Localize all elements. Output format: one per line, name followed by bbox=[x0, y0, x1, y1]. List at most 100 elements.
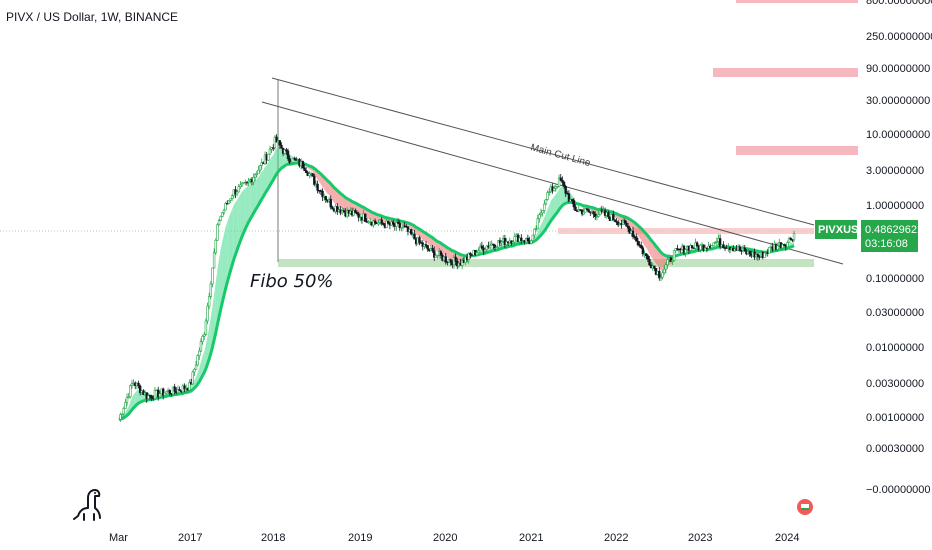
ribbon-segment bbox=[212, 294, 215, 348]
ribbon-segment bbox=[371, 212, 374, 221]
candle-body bbox=[526, 237, 530, 242]
candle-body bbox=[648, 259, 651, 266]
candle-body bbox=[505, 241, 508, 246]
candle-body bbox=[203, 334, 206, 337]
ribbon-segment bbox=[559, 187, 561, 210]
candle-body bbox=[454, 256, 457, 262]
lower-channel-line bbox=[261, 101, 844, 265]
candle-body bbox=[268, 149, 272, 155]
candle-body bbox=[240, 182, 244, 186]
candle-body bbox=[475, 252, 479, 256]
candle-body bbox=[176, 389, 180, 394]
candle-body bbox=[544, 199, 548, 205]
ribbon-segment bbox=[222, 234, 224, 303]
x-tick-label: 2017 bbox=[178, 532, 202, 544]
ribbon-segment bbox=[554, 194, 556, 217]
y-tick-label: 10.00000000 bbox=[866, 129, 930, 141]
candle-body bbox=[255, 173, 259, 176]
x-tick-label: 2020 bbox=[433, 532, 457, 544]
ribbon-segment bbox=[550, 198, 553, 221]
y-axis: 800.00000000 250.00000000 90.00000000 30.00… bbox=[866, 0, 932, 496]
candle-body bbox=[571, 199, 574, 201]
ribbon-segment bbox=[353, 202, 356, 212]
ribbon-segment bbox=[268, 159, 270, 189]
candle-body bbox=[626, 225, 630, 229]
candle-body bbox=[324, 196, 328, 201]
ribbon-segment bbox=[334, 187, 336, 204]
candle-body bbox=[293, 158, 296, 160]
candle-body bbox=[280, 144, 283, 149]
ribbon-segment bbox=[133, 392, 136, 408]
candle-body bbox=[285, 149, 288, 152]
ribbon-segment bbox=[337, 190, 339, 207]
ribbon-segment bbox=[347, 198, 349, 212]
candle-body bbox=[485, 245, 489, 250]
candle-body bbox=[582, 211, 585, 215]
candle-body bbox=[217, 220, 221, 226]
candle-body bbox=[125, 397, 129, 403]
ribbon-segment bbox=[269, 157, 272, 186]
candle-body bbox=[628, 227, 631, 234]
candle-body bbox=[283, 149, 286, 154]
x-tick-label: 2022 bbox=[604, 532, 628, 544]
candle-body bbox=[704, 247, 707, 251]
candle-body bbox=[391, 221, 395, 225]
ribbon-segment bbox=[445, 246, 448, 258]
candle-body bbox=[612, 214, 615, 221]
ribbon-segment bbox=[350, 200, 353, 213]
candle-body bbox=[387, 220, 390, 224]
candle-body bbox=[495, 246, 498, 249]
ribbon-segment bbox=[345, 197, 348, 211]
ribbon-segment bbox=[238, 194, 241, 246]
candle-body bbox=[644, 253, 648, 256]
candles bbox=[119, 134, 796, 422]
candle-body bbox=[786, 242, 789, 248]
candle-body bbox=[467, 252, 470, 260]
ribbon-segment bbox=[200, 356, 203, 379]
dinosaur-logo-icon[interactable] bbox=[73, 489, 101, 521]
candle-body bbox=[552, 188, 556, 192]
candle-body bbox=[199, 341, 203, 352]
ribbon-segment bbox=[251, 182, 254, 217]
candle-body bbox=[163, 392, 167, 396]
ribbon-segment bbox=[442, 244, 445, 255]
ribbon-segment bbox=[242, 189, 244, 237]
x-tick-label: 2023 bbox=[688, 532, 712, 544]
candle-body bbox=[329, 198, 332, 208]
candle-body bbox=[224, 203, 227, 211]
candle-body bbox=[431, 247, 434, 251]
candle-body bbox=[198, 350, 201, 356]
candle-body bbox=[212, 252, 216, 269]
candle-body bbox=[646, 255, 650, 260]
candle-body bbox=[653, 265, 656, 269]
ribbon-segment bbox=[642, 230, 645, 246]
ribbon-segment bbox=[219, 249, 221, 318]
main-cut-line bbox=[271, 77, 815, 226]
candle-body bbox=[564, 185, 567, 194]
candle-body bbox=[792, 233, 796, 241]
ribbon-segment bbox=[332, 185, 335, 203]
ribbon-segment bbox=[256, 177, 259, 208]
ribbon-segment bbox=[552, 196, 555, 219]
candle-body bbox=[138, 385, 142, 393]
flag-badge-icon[interactable] bbox=[797, 499, 813, 515]
candle-body bbox=[153, 390, 157, 400]
ribbon-segment bbox=[215, 269, 218, 333]
candle-body bbox=[636, 240, 640, 246]
candle-body bbox=[659, 276, 663, 279]
candle-body bbox=[671, 260, 674, 262]
candle-body bbox=[127, 396, 130, 398]
candle-body bbox=[373, 220, 377, 224]
candle-body bbox=[479, 245, 482, 252]
candle-body bbox=[592, 211, 595, 215]
candle-body bbox=[715, 241, 719, 243]
ribbon-segment bbox=[348, 199, 351, 212]
candle-body bbox=[695, 242, 699, 247]
candle-body bbox=[529, 240, 533, 244]
candle-body bbox=[548, 191, 551, 193]
ribbon-segment bbox=[255, 179, 257, 211]
candle-body bbox=[531, 234, 535, 241]
y-tick-label: 0.03000000 bbox=[866, 307, 924, 319]
